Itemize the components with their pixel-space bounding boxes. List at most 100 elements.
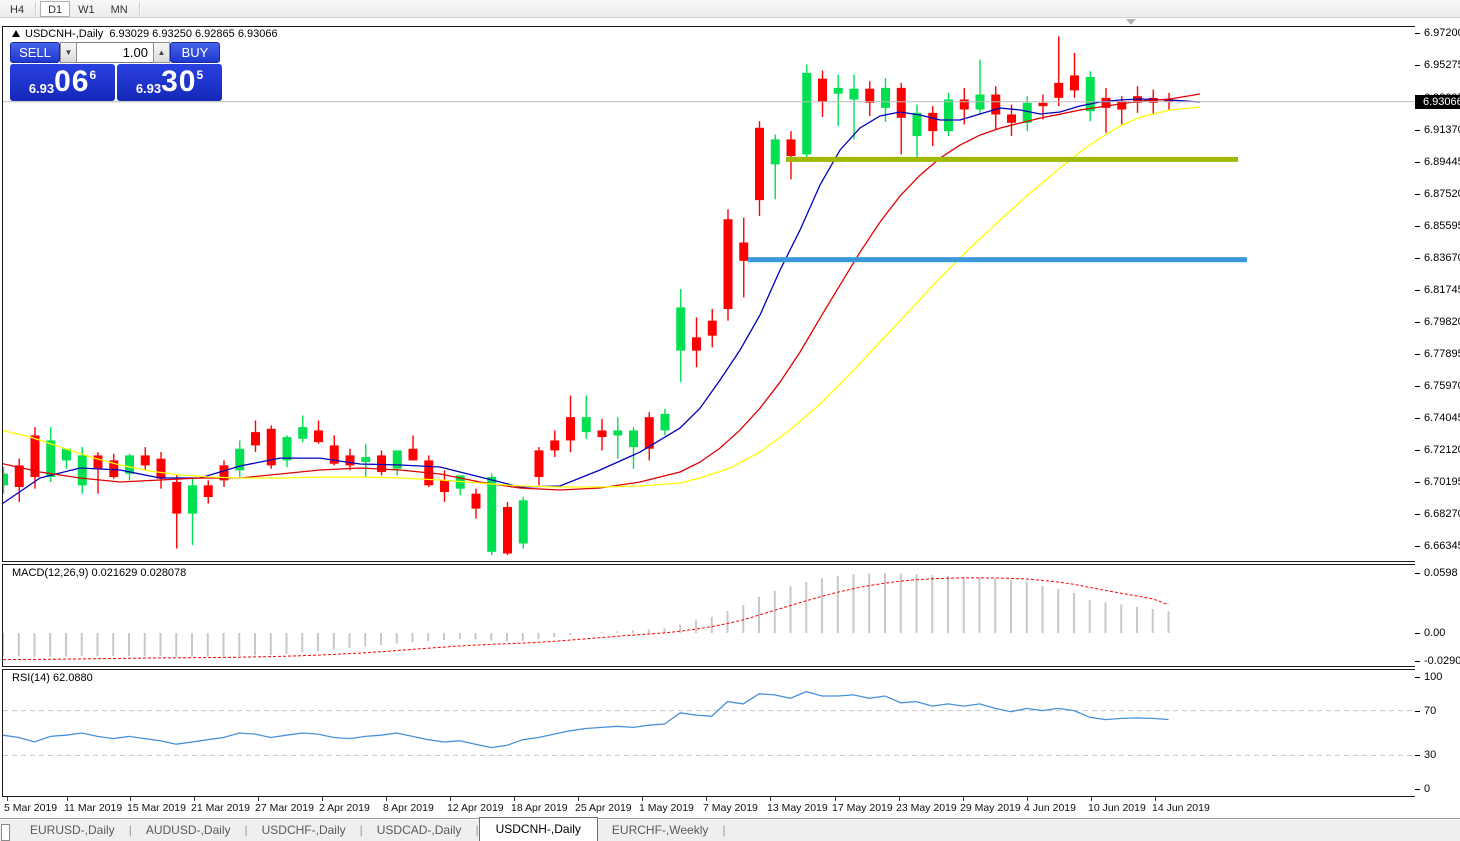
chart-tab-eurusd-daily[interactable]: EURUSD-,Daily — [30, 823, 115, 837]
price-axis[interactable]: 6.972006.952756.932956.913706.894456.875… — [1415, 26, 1460, 797]
rsi-axis-label: 70 — [1424, 705, 1437, 717]
rsi-axis-tick — [1415, 789, 1420, 790]
volume-input[interactable] — [77, 42, 153, 63]
macd-panel[interactable] — [2, 564, 1416, 667]
rsi-axis-label: 30 — [1424, 749, 1437, 761]
timeframe-button-d1[interactable]: D1 — [40, 0, 71, 17]
candle-body — [644, 417, 654, 449]
candle-body — [818, 78, 827, 103]
date-axis-tick — [963, 797, 964, 801]
rsi-panel[interactable] — [2, 669, 1416, 797]
price-axis-label: 6.68270 — [1424, 508, 1460, 521]
chart-tab-usdcnh-daily[interactable]: USDCNH-,Daily — [478, 817, 598, 841]
date-axis-label: 1 May 2019 — [639, 802, 694, 814]
date-axis-tick — [578, 797, 579, 801]
hline-support-blue — [748, 257, 1247, 263]
candle-body — [219, 465, 229, 481]
chart-tab-usdchf-daily[interactable]: USDCHF-,Daily — [261, 823, 346, 837]
price-axis-label: 6.70195 — [1424, 476, 1460, 489]
timeframe-toolbar: H4 D1 W1 MN — [0, 0, 1460, 18]
price-chart-canvas[interactable] — [3, 27, 1415, 561]
candle-body — [93, 455, 103, 469]
sell-price-button[interactable]: 6.93 06 6 — [10, 64, 115, 101]
sell-button[interactable]: SELL — [10, 42, 60, 63]
candle-body — [1054, 82, 1064, 98]
candle-body — [361, 457, 371, 463]
date-axis-tick — [514, 797, 515, 801]
candle-body — [125, 455, 134, 474]
buy-button[interactable]: BUY — [170, 42, 220, 63]
macd-axis-tick — [1415, 661, 1420, 662]
candle-body — [1101, 97, 1111, 108]
price-axis-label: 6.97200 — [1424, 27, 1460, 39]
date-axis-label: 8 Apr 2019 — [383, 802, 434, 814]
date-axis-tick — [899, 797, 900, 801]
timeframe-button-mn[interactable]: MN — [110, 3, 128, 16]
tab-separator: | — [722, 823, 726, 837]
candle-body — [928, 112, 938, 132]
candle-body — [282, 437, 292, 461]
price-axis-tick — [1415, 290, 1420, 292]
candle-body — [62, 448, 71, 461]
candle-body — [959, 99, 969, 110]
tab-separator: | — [475, 823, 479, 837]
date-axis-label: 11 Mar 2019 — [64, 802, 123, 814]
macd-axis-label: -0.029045 — [1424, 655, 1460, 667]
collapse-triangle-icon[interactable] — [12, 30, 20, 37]
timeframe-button-w1[interactable]: W1 — [78, 3, 95, 16]
price-axis-label: 6.87520 — [1424, 187, 1460, 200]
date-axis-label: 15 Mar 2019 — [127, 802, 186, 814]
chart-tab-audusd-daily[interactable]: AUDUSD-,Daily — [145, 823, 231, 837]
toolbar-separator — [35, 1, 38, 16]
chart-shift-marker-icon[interactable] — [1126, 19, 1136, 25]
price-axis-label: 6.81745 — [1424, 284, 1460, 297]
chart-symbol-label: USDCNH-,Daily — [25, 28, 104, 40]
candle-body — [912, 112, 922, 137]
candle-body — [377, 455, 386, 473]
candle-body — [865, 88, 875, 103]
price-axis-tick — [1415, 225, 1420, 227]
date-axis-label: 4 Jun 2019 — [1024, 802, 1076, 814]
candle-body — [203, 485, 213, 497]
timeframe-button-h4[interactable]: H4 — [10, 3, 25, 16]
date-axis-tick — [835, 797, 836, 801]
price-chart-panel[interactable] — [2, 26, 1416, 562]
price-axis-label: 6.72120 — [1424, 444, 1460, 457]
price-axis-label: 6.74045 — [1424, 412, 1460, 425]
date-axis-tick — [130, 797, 131, 801]
price-axis-tick — [1415, 418, 1420, 420]
price-axis-tick — [1415, 386, 1420, 388]
candle-body — [802, 72, 812, 155]
chart-ohlc-values: 6.93029 6.93250 6.92865 6.93066 — [109, 28, 278, 40]
date-axis-tick — [194, 797, 195, 801]
date-axis[interactable]: 5 Mar 2019 11 Mar 2019 15 Mar 2019 21 Mar 2… — [2, 797, 1416, 818]
date-axis-label: 23 May 2019 — [896, 802, 957, 814]
chart-title: USDCNH-,Daily 6.93029 6.93250 6.92865 6.… — [12, 28, 278, 40]
candle-body — [597, 430, 607, 438]
candle-body — [109, 460, 119, 478]
chart-tab-eurchf-weekly[interactable]: EURCHF-,Weekly — [611, 823, 709, 837]
rsi-canvas[interactable] — [3, 670, 1415, 796]
price-axis-tick — [1415, 258, 1420, 259]
candle-body — [534, 450, 544, 478]
rsi-label: RSI(14) 62.0880 — [12, 672, 93, 684]
candle-body — [613, 430, 623, 436]
volume-decrease-button[interactable]: ▼ — [60, 42, 77, 63]
candle-body — [944, 99, 953, 132]
date-axis-label: 7 May 2019 — [703, 802, 758, 814]
candle-body — [518, 500, 528, 544]
candle-body — [849, 88, 859, 100]
chart-tab-usdcad-daily[interactable]: USDCAD-,Daily — [376, 823, 462, 837]
price-axis-tick — [1415, 33, 1420, 34]
buy-price-button[interactable]: 6.93 30 5 — [117, 64, 222, 101]
price-axis-label: 6.66345 — [1424, 540, 1460, 553]
rsi-axis-label: 100 — [1424, 671, 1443, 683]
volume-increase-button[interactable]: ▲ — [153, 42, 170, 63]
candle-body — [755, 127, 764, 201]
rsi-axis-label: 0 — [1424, 783, 1431, 795]
date-axis-tick — [450, 797, 451, 801]
price-axis-label: 6.79820 — [1424, 316, 1460, 329]
macd-canvas[interactable] — [3, 565, 1415, 666]
date-axis-label: 5 Mar 2019 — [4, 802, 58, 814]
tab-scroll-button[interactable] — [1, 824, 10, 841]
